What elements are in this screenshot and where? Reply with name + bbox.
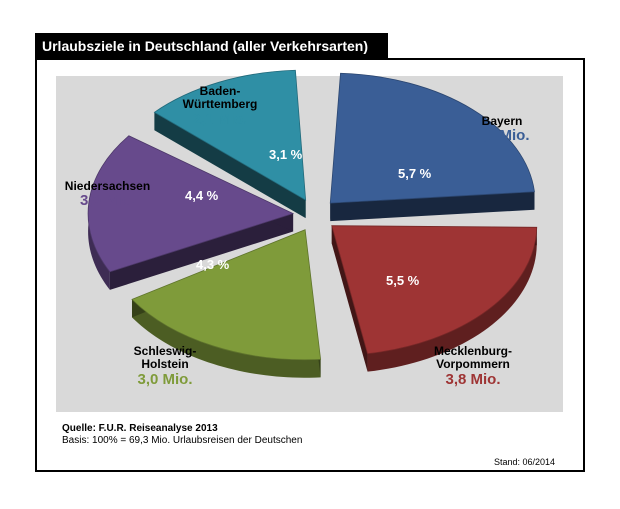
pie-slice-niedersachsen — [87, 135, 295, 290]
basis-note: Basis: 100% = 69,3 Mio. Urlaubsreisen de… — [62, 435, 303, 446]
slice-wall — [154, 112, 306, 219]
label-schleswig-holstein: Schleswig- Holstein 3,0 Mio. — [115, 344, 215, 389]
label-baden-wuerttemberg: Baden- Württemberg 2,1 Mio. — [165, 84, 275, 129]
pie-slice-baden-w-rttemberg — [153, 69, 307, 219]
slice-name: Bayern — [481, 114, 523, 128]
pie-slice-mecklenburg-vorpommern — [331, 225, 538, 372]
slice-side — [131, 299, 321, 378]
slice-value: 3,0 Mio. — [79, 192, 135, 210]
slice-value: 3,8 Mio. — [445, 370, 501, 388]
slice-wall — [330, 191, 535, 222]
slice-top — [153, 69, 307, 201]
slice-name-line2: Holstein — [141, 357, 189, 372]
slice-top — [329, 72, 535, 204]
slice-value: 4,0 Mio. — [474, 127, 530, 145]
data-label-baden-wuerttemberg: 3,1 % — [269, 147, 303, 162]
data-label-mecklenburg-vorpommern: 5,5 % — [386, 273, 420, 288]
data-label-bayern: 5,7 % — [398, 166, 432, 181]
slice-top — [87, 135, 295, 273]
label-bayern: Bayern 4,0 Mio. — [452, 114, 552, 145]
slice-wall — [331, 225, 368, 372]
slice-name-line2: Vorpommern — [436, 357, 510, 372]
slice-name-line1: Schleswig- — [133, 344, 197, 358]
slice-name: Niedersachsen — [64, 179, 151, 193]
label-niedersachsen: Niedersachsen 3,0 Mio. — [55, 179, 160, 210]
source-note: Quelle: F.U.R. Reiseanalyse 2013 — [62, 423, 218, 434]
stand-note: Stand: 06/2014 — [494, 457, 556, 467]
slice-wall — [109, 213, 294, 290]
slice-name-line1: Mecklenburg- — [433, 344, 512, 358]
pie-slice-bayern — [329, 72, 535, 222]
data-label-schleswig-holstein: 4,3 % — [196, 257, 230, 272]
slice-name-line1: Baden- — [199, 84, 241, 98]
pie-slice-schleswig-holstein — [131, 229, 322, 378]
label-mecklenburg-vorpommern: Mecklenburg- Vorpommern 3,8 Mio. — [413, 344, 533, 389]
slice-name-line2: Württemberg — [182, 97, 258, 112]
slice-side — [367, 227, 537, 372]
slice-value: 2,1 Mio. — [192, 110, 248, 128]
slice-top — [131, 229, 322, 361]
chart-title: Urlaubsziele in Deutschland (aller Verke… — [35, 33, 388, 59]
slice-value: 3,0 Mio. — [137, 370, 193, 388]
data-label-niedersachsen: 4,4 % — [185, 188, 219, 203]
slice-top — [331, 225, 538, 355]
